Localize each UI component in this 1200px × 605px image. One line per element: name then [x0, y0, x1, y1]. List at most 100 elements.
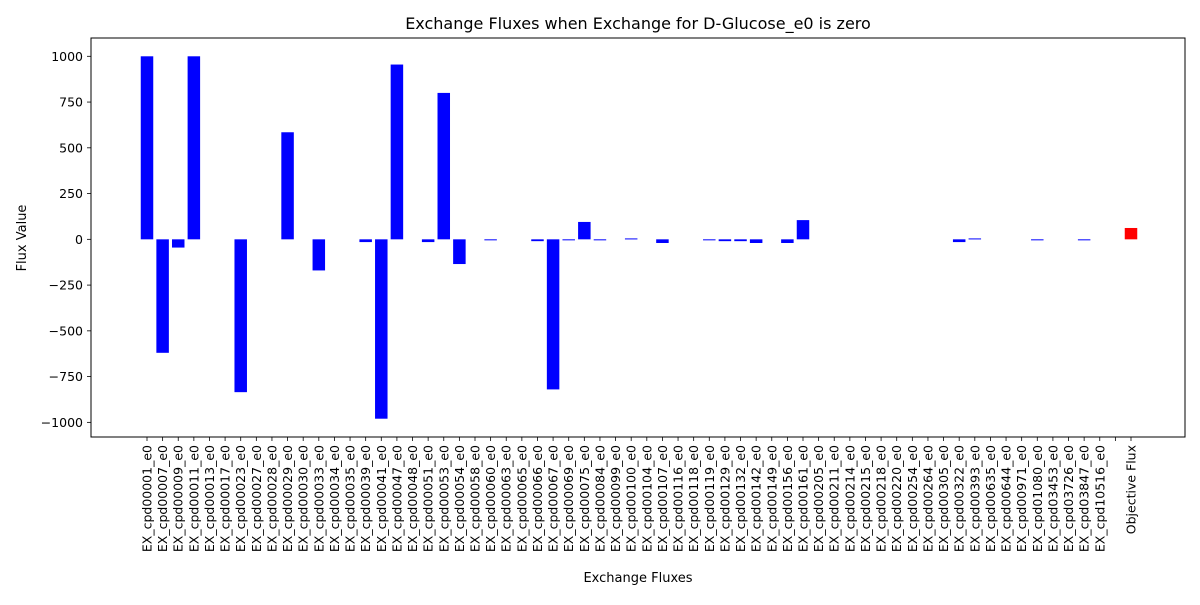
x-tick-label: EX_cpd00023_e0: [233, 445, 248, 552]
x-tick-label: EX_cpd00218_e0: [874, 445, 889, 552]
x-tick-label: EX_cpd00132_e0: [733, 445, 748, 552]
bar: [531, 239, 544, 242]
y-axis-label: Flux Value: [15, 205, 30, 272]
bar: [796, 220, 810, 240]
x-axis-ticks: EX_cpd00001_e0 EX_cpd00007_e0 EX_cpd00009_…: [140, 437, 1139, 552]
bar: [312, 239, 326, 271]
x-tick-label: EX_cpd00065_e0: [514, 445, 529, 552]
y-tick-label: 0: [75, 232, 83, 247]
plot-frame: [90, 37, 1186, 438]
bars-layer: [140, 56, 1138, 419]
bar: [453, 239, 466, 265]
y-tick-label: 250: [59, 186, 83, 201]
bar: [734, 239, 747, 242]
x-axis-label: Exchange Fluxes: [583, 571, 692, 586]
y-tick-label: 1000: [51, 49, 83, 64]
x-tick-label: EX_cpd03453_e0: [1045, 445, 1060, 552]
x-tick-label: EX_cpd00007_e0: [155, 445, 170, 552]
bar: [749, 239, 763, 243]
x-tick-label: EX_cpd00116_e0: [671, 445, 686, 552]
x-tick-label: EX_cpd00053_e0: [436, 445, 451, 552]
x-tick-label: Objective Flux: [1124, 445, 1139, 534]
x-tick-label: EX_cpd00060_e0: [483, 445, 498, 552]
bar: [484, 239, 497, 241]
x-tick-label: EX_cpd00067_e0: [546, 445, 561, 552]
bar: [968, 238, 982, 240]
x-tick-label: EX_cpd00063_e0: [499, 445, 514, 552]
bar: [187, 56, 201, 240]
bar: [234, 239, 247, 393]
x-tick-label: EX_cpd00214_e0: [842, 445, 857, 552]
x-tick-label: EX_cpd00011_e0: [186, 445, 201, 552]
y-axis-ticks: −1000 −750 −500 −250 0 250 500 750 1000: [41, 49, 91, 430]
x-tick-label: EX_cpd00156_e0: [780, 445, 795, 552]
bar: [1077, 239, 1091, 241]
x-tick-label: EX_cpd00107_e0: [655, 445, 670, 552]
x-tick-label: EX_cpd00048_e0: [405, 445, 420, 552]
x-tick-label: EX_cpd00215_e0: [858, 445, 873, 552]
x-tick-label: EX_cpd00075_e0: [577, 445, 592, 552]
x-tick-label: EX_cpd00041_e0: [374, 445, 389, 552]
x-tick-label: EX_cpd00264_e0: [920, 445, 935, 552]
y-tick-label: −750: [49, 369, 83, 384]
bar: [1124, 227, 1138, 240]
x-tick-label: EX_cpd00635_e0: [983, 445, 998, 552]
x-tick-label: EX_cpd00305_e0: [936, 445, 951, 552]
x-tick-label: EX_cpd00118_e0: [686, 445, 701, 552]
y-tick-label: −500: [49, 323, 83, 338]
bar: [624, 238, 638, 240]
bar: [593, 239, 607, 241]
x-tick-label: EX_cpd00220_e0: [889, 445, 904, 552]
x-tick-label: EX_cpd00028_e0: [264, 445, 279, 552]
x-tick-label: EX_cpd00069_e0: [561, 445, 576, 552]
x-tick-label: EX_cpd00054_e0: [452, 445, 467, 552]
x-tick-label: EX_cpd00051_e0: [421, 445, 436, 552]
x-tick-label: EX_cpd03726_e0: [1061, 445, 1076, 552]
x-tick-label: EX_cpd00149_e0: [764, 445, 779, 552]
x-tick-label: EX_cpd00644_e0: [999, 445, 1014, 552]
bar: [171, 239, 185, 248]
x-tick-label: EX_cpd00142_e0: [749, 445, 764, 552]
x-tick-label: EX_cpd00119_e0: [702, 445, 717, 552]
x-tick-label: EX_cpd00084_e0: [592, 445, 607, 552]
x-tick-label: EX_cpd00322_e0: [952, 445, 967, 552]
bar: [156, 239, 169, 353]
x-tick-label: EX_cpd03847_e0: [1077, 445, 1092, 552]
chart-title: Exchange Fluxes when Exchange for D-Gluc…: [405, 14, 871, 34]
bar: [546, 239, 560, 390]
bar: [421, 239, 435, 243]
bar: [562, 239, 575, 241]
bar: [656, 239, 669, 243]
x-tick-label: EX_cpd00009_e0: [171, 445, 186, 552]
bar: [1031, 239, 1044, 241]
x-tick-label: EX_cpd00066_e0: [530, 445, 545, 552]
x-tick-label: EX_cpd00033_e0: [311, 445, 326, 552]
x-tick-label: EX_cpd00030_e0: [296, 445, 311, 552]
x-tick-label: EX_cpd00100_e0: [624, 445, 639, 552]
x-tick-label: EX_cpd00393_e0: [967, 445, 982, 552]
x-tick-label: EX_cpd00001_e0: [140, 445, 155, 552]
bar: [781, 239, 794, 243]
x-tick-label: EX_cpd00013_e0: [202, 445, 217, 552]
bar: [578, 221, 591, 240]
bar: [390, 64, 404, 240]
bar: [703, 239, 716, 241]
bar: [718, 239, 732, 242]
x-tick-label: EX_cpd00254_e0: [905, 445, 920, 552]
bar: [952, 239, 966, 243]
x-tick-label: EX_cpd00047_e0: [389, 445, 404, 552]
bar: [375, 239, 388, 419]
bar: [281, 132, 294, 240]
x-tick-label: EX_cpd00971_e0: [1014, 445, 1029, 552]
x-tick-label: EX_cpd00129_e0: [717, 445, 732, 552]
x-tick-label: EX_cpd00017_e0: [218, 445, 233, 552]
x-tick-label: EX_cpd01080_e0: [1030, 445, 1045, 552]
bar: [359, 239, 372, 243]
y-tick-label: −1000: [41, 415, 83, 430]
x-tick-label: EX_cpd00027_e0: [249, 445, 264, 552]
bar: [437, 92, 451, 240]
x-tick-label: EX_cpd00205_e0: [811, 445, 826, 552]
y-tick-label: −250: [49, 278, 83, 293]
x-tick-label: EX_cpd00034_e0: [327, 445, 342, 552]
